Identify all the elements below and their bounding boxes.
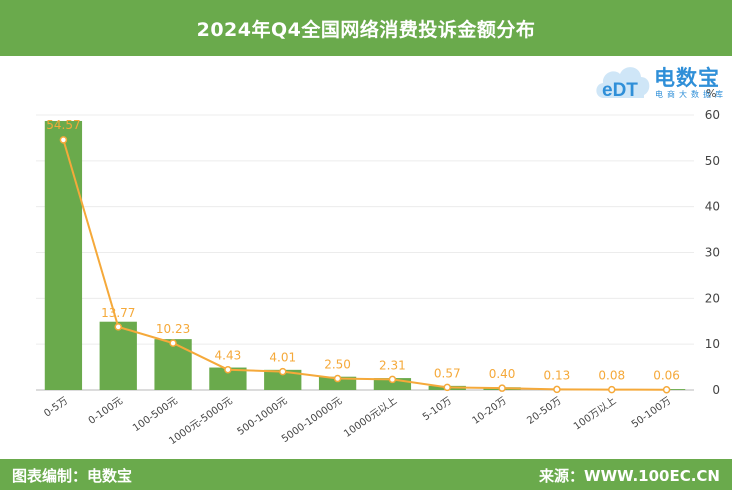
line-point xyxy=(169,339,177,347)
logo-subtitle: 电商大数据库 xyxy=(655,90,727,99)
line-point xyxy=(608,385,616,394)
x-tick-label: 20-50万 xyxy=(525,395,563,426)
bar xyxy=(373,378,412,390)
data-label: 10.23 xyxy=(156,322,190,336)
x-tick-label: 5000-10000元 xyxy=(280,395,344,445)
logo-cloud-text: eDT xyxy=(602,80,638,101)
data-label: 0.40 xyxy=(489,367,516,381)
footer: 图表编制：电数宝 来源：WWW.100EC.CN xyxy=(0,459,732,490)
x-tick-label: 50-100万 xyxy=(630,395,674,430)
data-label: 54.57 xyxy=(46,118,80,132)
x-tick-label: 5-10万 xyxy=(421,395,454,423)
x-tick-label: 100万以上 xyxy=(571,395,618,433)
chart-title-bar: 2024年Q4全国网络消费投诉金额分布 xyxy=(0,0,732,56)
y-tick-label: 60 xyxy=(705,108,720,122)
logo-name: 电数宝 xyxy=(654,66,720,90)
data-label: 4.01 xyxy=(269,351,296,365)
data-label: 0.57 xyxy=(434,366,461,380)
chart-title: 2024年Q4全国网络消费投诉金额分布 xyxy=(196,18,536,41)
bar xyxy=(154,339,192,390)
bar xyxy=(209,367,247,390)
logo: eDT 电数宝 电商大数据库 xyxy=(592,58,724,104)
bar xyxy=(44,120,83,390)
x-tick-label: 10-20万 xyxy=(470,395,508,426)
chart: 54.57 13.77 10.23 4.43 4.01 2.50 2.31 0.57 0.40 0… xyxy=(36,87,720,448)
data-label: 13.77 xyxy=(101,306,135,320)
x-tick-label: 100-500元 xyxy=(131,395,180,434)
x-tick-label: 500-1000元 xyxy=(236,395,290,437)
line-point xyxy=(114,323,122,331)
x-tick-label: 0-5万 xyxy=(42,395,70,419)
data-label: 2.50 xyxy=(324,358,351,372)
chart-grid xyxy=(36,114,694,391)
x-tick-label: 0-100元 xyxy=(87,395,125,426)
data-label: 0.06 xyxy=(653,369,680,383)
line-point xyxy=(224,365,232,374)
data-label: 2.31 xyxy=(379,358,406,372)
data-label: 0.08 xyxy=(598,369,625,383)
line-point xyxy=(498,384,506,392)
y-tick-label: 20 xyxy=(705,291,720,305)
y-tick-label: 0 xyxy=(712,383,720,397)
line-point xyxy=(59,136,68,144)
y-tick-label: 50 xyxy=(705,154,720,168)
line-point xyxy=(279,367,287,376)
line-point xyxy=(443,383,451,392)
data-label: 4.43 xyxy=(215,349,242,363)
y-tick-label: 40 xyxy=(705,200,720,214)
bar xyxy=(318,376,357,390)
y-tick-label: 30 xyxy=(705,246,720,260)
line-point xyxy=(662,385,671,394)
series-line xyxy=(62,139,667,391)
bar xyxy=(99,321,137,390)
x-tick-label: 10000元以上 xyxy=(342,395,400,440)
footer-source: 来源：WWW.100EC.CN xyxy=(539,467,720,485)
line-point xyxy=(388,375,397,384)
y-tick-label: 10 xyxy=(705,337,720,351)
y-axis-tick-labels: 0 10 20 30 40 50 60 xyxy=(705,108,720,397)
footer-credit: 图表编制：电数宝 xyxy=(12,467,133,485)
data-label: 0.13 xyxy=(544,368,571,382)
bar xyxy=(264,369,302,390)
cloud-logo-icon: eDT xyxy=(596,67,650,101)
line-point xyxy=(333,374,342,383)
chart-bars xyxy=(44,120,686,390)
chart-line: 54.57 13.77 10.23 4.43 4.01 2.50 2.31 0.57 0.40 0… xyxy=(46,118,680,394)
y-axis-unit: % xyxy=(706,87,716,100)
line-point xyxy=(553,385,561,394)
